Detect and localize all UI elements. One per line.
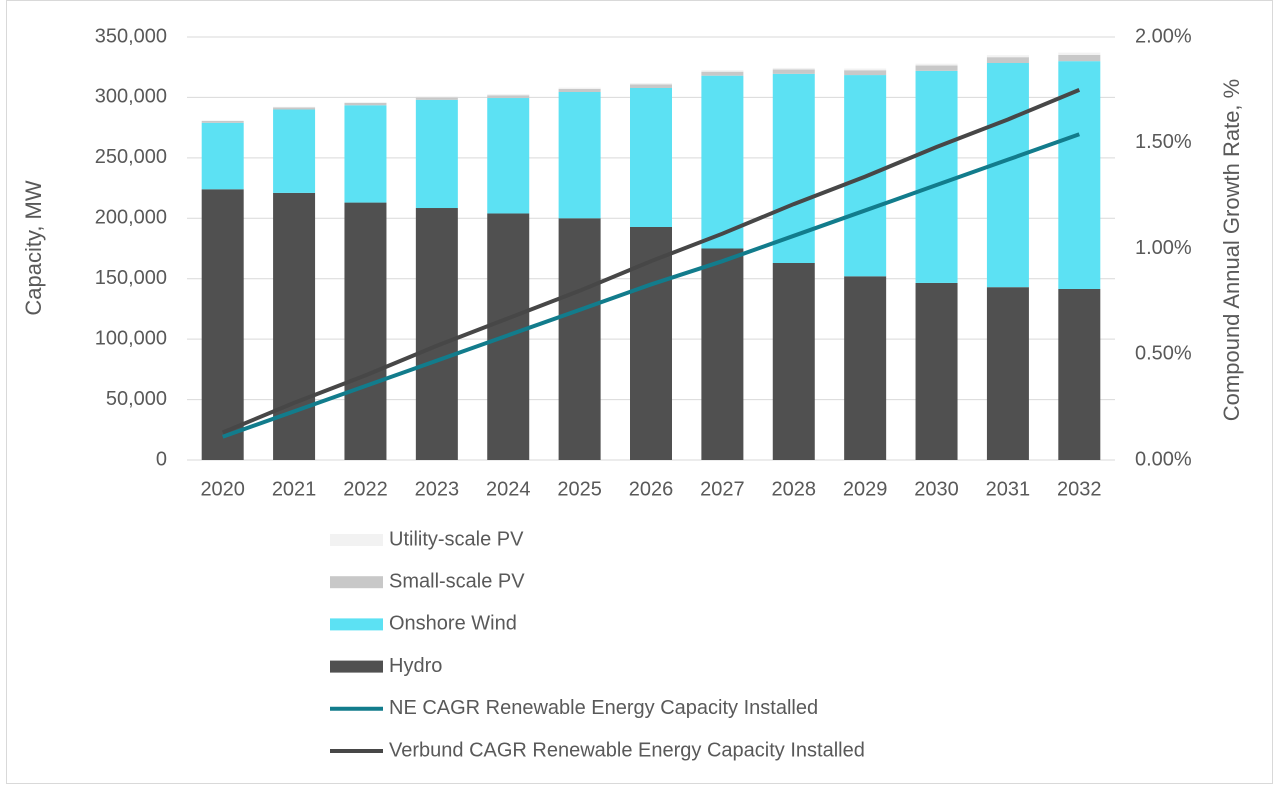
x-tick-label: 2021 (272, 478, 317, 500)
bar-segment (344, 105, 387, 203)
legend-label: Utility-scale PV (389, 528, 524, 550)
bar-segment (344, 102, 387, 103)
y2-tick-label: 0.00% (1135, 448, 1192, 470)
bar-segment (986, 57, 1029, 63)
bar-segment (201, 189, 244, 460)
bar-segment (1058, 54, 1101, 62)
bar-segment (630, 83, 672, 85)
legend-label: NE CAGR Renewable Energy Capacity Instal… (389, 697, 818, 719)
y-tick-label: 0 (156, 448, 167, 470)
bar-segment (630, 84, 672, 89)
bar-segment (558, 87, 601, 89)
bar-segment (487, 94, 530, 96)
x-tick-label: 2025 (557, 478, 602, 500)
bar-segment (558, 91, 601, 219)
bar-segment (487, 95, 530, 99)
y2-axis-label: Compound Annual Growth Rate, % (1219, 79, 1244, 421)
bar-segment (415, 99, 458, 209)
y2-tick-label: 0.50% (1135, 343, 1192, 365)
bar-segment (273, 107, 316, 110)
x-tick-label: 2030 (914, 478, 959, 500)
bar-segment (415, 97, 458, 100)
x-tick-label: 2020 (200, 478, 245, 500)
bar-segment (1058, 288, 1101, 460)
bar-segment (844, 68, 887, 71)
legend-swatch (330, 534, 383, 546)
bar-segment (415, 208, 458, 460)
y-axis-label: Capacity, MW (21, 180, 46, 316)
bar-segment (844, 70, 887, 76)
bar-segment (772, 263, 815, 460)
legend-swatch (330, 660, 383, 673)
bar-segment (772, 69, 815, 74)
bar-segment (273, 192, 316, 461)
y-tick-label: 300,000 (95, 86, 167, 108)
x-tick-label: 2029 (843, 478, 888, 500)
bar-segment (630, 88, 672, 227)
bar-segment (986, 62, 1029, 288)
x-tick-label: 2026 (629, 478, 674, 500)
y-tick-label: 250,000 (95, 146, 167, 168)
bar-segment (273, 106, 316, 108)
line-series (222, 132, 1080, 439)
legend-label: Hydro (389, 655, 442, 677)
x-tick-label: 2023 (415, 478, 460, 500)
y-tick-label: 150,000 (95, 267, 167, 289)
bar-segment (558, 88, 601, 92)
bar-segment (986, 55, 1029, 58)
legend-label: Onshore Wind (389, 613, 517, 635)
x-tick-label: 2024 (486, 478, 531, 500)
x-tick-label: 2031 (986, 478, 1031, 500)
y-tick-label: 350,000 (95, 25, 167, 47)
bar-segment (915, 70, 958, 283)
bar-segment (415, 96, 458, 98)
x-tick-label: 2027 (700, 478, 745, 500)
bar-segment (201, 120, 244, 121)
line-series (221, 88, 1081, 435)
bar-segment (487, 98, 530, 214)
y2-tick-label: 1.00% (1135, 237, 1192, 259)
x-tick-label: 2028 (772, 478, 817, 500)
y-tick-label: 200,000 (95, 207, 167, 229)
bar-segment (701, 71, 744, 76)
bar-segment (986, 287, 1029, 460)
bar-segment (344, 202, 387, 460)
bar-segment (1058, 52, 1101, 55)
bar-segment (344, 102, 387, 106)
y2-tick-label: 2.00% (1135, 25, 1192, 47)
chart-border (6, 0, 1273, 784)
x-tick-label: 2032 (1057, 478, 1102, 500)
y2-tick-label: 1.50% (1135, 131, 1192, 153)
x-tick-label: 2022 (343, 478, 388, 500)
bar-segment (915, 63, 958, 66)
bar-segment (915, 282, 958, 460)
legend-label: Verbund CAGR Renewable Energy Capacity I… (389, 739, 865, 761)
bar-segment (558, 218, 601, 460)
bar-segment (201, 120, 244, 123)
bar-segment (701, 70, 744, 72)
legend-swatch (330, 576, 383, 589)
bar-segment (1058, 61, 1101, 289)
bar-segment (273, 109, 316, 193)
bar-segment (915, 65, 958, 71)
bar-segment (701, 248, 744, 460)
bar-segment (201, 122, 244, 190)
bar-segment (772, 67, 815, 70)
y-tick-label: 100,000 (95, 327, 167, 349)
bar-segment (844, 276, 887, 460)
legend-label: Small-scale PV (389, 570, 525, 592)
legend-swatch (330, 618, 383, 631)
bar-segment (701, 75, 744, 249)
y-tick-label: 50,000 (106, 388, 167, 410)
